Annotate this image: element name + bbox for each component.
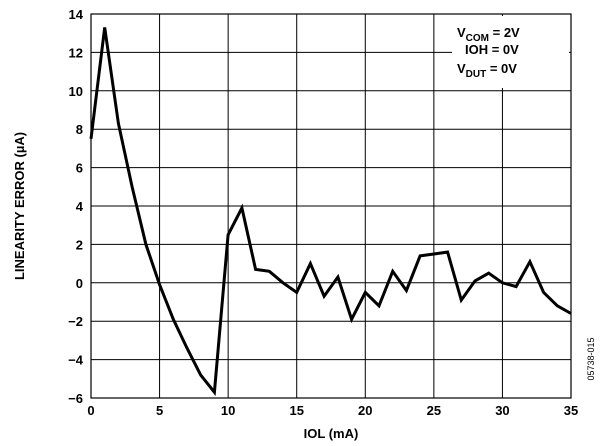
- y-tick-label: 2: [76, 237, 83, 252]
- x-tick-label: 35: [564, 403, 578, 418]
- x-tick-label: 25: [427, 403, 441, 418]
- y-tick-label: 4: [76, 199, 84, 214]
- legend-annotation: VCOM = 2V IOH = 0V VDUT = 0V: [452, 16, 569, 88]
- legend-background: [452, 16, 569, 88]
- x-tick-label: 0: [87, 403, 94, 418]
- annotation-ioh: IOH = 0V: [465, 42, 519, 57]
- x-tick-label: 5: [156, 403, 163, 418]
- y-axis-title: LINEARITY ERROR (µA): [12, 132, 27, 280]
- y-tick-label: −6: [68, 391, 83, 406]
- x-tick-label: 10: [221, 403, 235, 418]
- y-tick-label: 10: [69, 84, 83, 99]
- series-line: [89, 27, 572, 397]
- y-tick-label: −2: [68, 314, 83, 329]
- plot-frame: [90, 13, 572, 399]
- x-tick-label: 30: [495, 403, 509, 418]
- y-tick-labels: −6 −4 −2 0 2 4 6 8 10 12 14: [68, 7, 84, 406]
- figure-id: 05738-015: [586, 337, 596, 380]
- y-tick-label: 8: [76, 122, 83, 137]
- y-tick-label: 0: [76, 276, 83, 291]
- x-tick-label: 15: [289, 403, 303, 418]
- x-tick-labels: 0 5 10 15 20 25 30 35: [87, 403, 578, 418]
- x-axis-title: IOL (mA): [304, 426, 359, 441]
- annotation-vdut: VDUT = 0V: [457, 61, 517, 80]
- series-group: [89, 27, 572, 397]
- annotation-vcom: VCOM = 2V: [457, 25, 520, 44]
- y-tick-label: −4: [68, 353, 84, 368]
- y-tick-label: 6: [76, 161, 83, 176]
- y-tick-label: 14: [69, 7, 84, 22]
- x-tick-label: 20: [358, 403, 372, 418]
- y-tick-label: 12: [69, 45, 83, 60]
